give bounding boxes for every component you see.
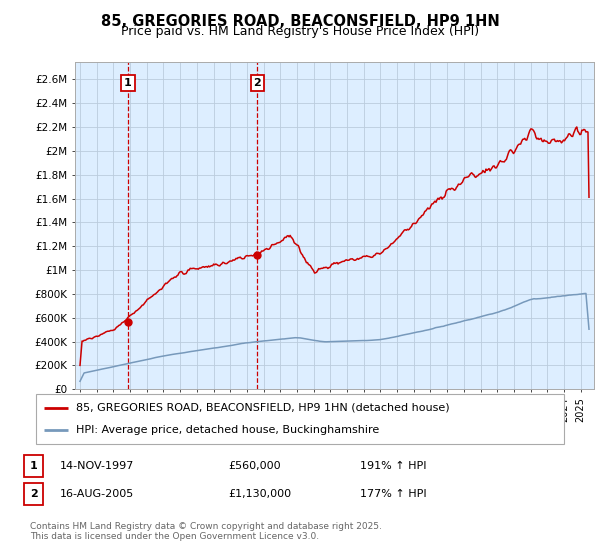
FancyBboxPatch shape [36,394,564,444]
Text: Contains HM Land Registry data © Crown copyright and database right 2025.
This d: Contains HM Land Registry data © Crown c… [30,522,382,542]
Text: 2: 2 [30,489,37,499]
Text: Price paid vs. HM Land Registry's House Price Index (HPI): Price paid vs. HM Land Registry's House … [121,25,479,38]
Text: 1: 1 [124,78,132,88]
Text: £1,130,000: £1,130,000 [228,489,291,499]
Text: 85, GREGORIES ROAD, BEACONSFIELD, HP9 1HN (detached house): 85, GREGORIES ROAD, BEACONSFIELD, HP9 1H… [76,403,449,413]
Text: 1: 1 [30,461,37,471]
Text: HPI: Average price, detached house, Buckinghamshire: HPI: Average price, detached house, Buck… [76,425,379,435]
Text: 14-NOV-1997: 14-NOV-1997 [60,461,134,471]
Text: 191% ↑ HPI: 191% ↑ HPI [360,461,427,471]
Text: 2: 2 [253,78,261,88]
Text: 85, GREGORIES ROAD, BEACONSFIELD, HP9 1HN: 85, GREGORIES ROAD, BEACONSFIELD, HP9 1H… [101,14,499,29]
Text: £560,000: £560,000 [228,461,281,471]
Text: 16-AUG-2005: 16-AUG-2005 [60,489,134,499]
Text: 177% ↑ HPI: 177% ↑ HPI [360,489,427,499]
